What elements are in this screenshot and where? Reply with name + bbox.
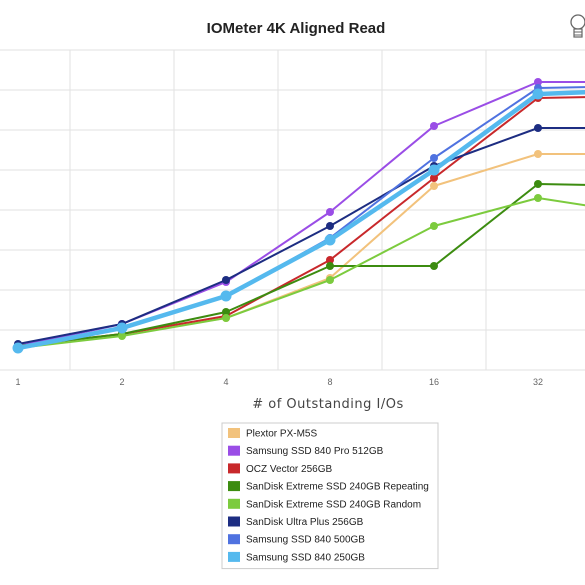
legend-swatch (228, 481, 240, 492)
x-axis-label: # of Outstanding I/Os (252, 397, 404, 412)
data-point (326, 222, 334, 230)
legend-swatch (228, 551, 240, 562)
data-point (534, 78, 542, 86)
legend-swatch (228, 534, 240, 545)
data-point (118, 332, 126, 340)
data-point (430, 222, 438, 230)
legend-label: SanDisk Extreme SSD 240GB Random (246, 499, 421, 510)
series-line (12, 88, 585, 354)
data-point (326, 208, 334, 216)
data-point (534, 150, 542, 158)
series-line (14, 124, 585, 348)
data-point (430, 174, 438, 182)
legend-label: Samsung SSD 840 250GB (246, 552, 365, 563)
data-point (326, 256, 334, 264)
legend-box (221, 422, 439, 570)
x-tick-label: 8 (327, 377, 332, 387)
data-point (12, 342, 24, 354)
data-point (222, 276, 230, 284)
data-point (534, 194, 542, 202)
x-tick-label: 1 (15, 377, 20, 387)
series-line-path (17, 197, 585, 349)
legend-label: SanDisk Ultra Plus 256GB (246, 517, 364, 528)
legend-label: Plextor PX-M5S (246, 429, 317, 440)
legend-label: Samsung SSD 840 500GB (246, 535, 365, 546)
series-line-path (17, 96, 585, 347)
chart-series (12, 78, 585, 354)
legend-label: Samsung SSD 840 Pro 512GB (246, 446, 384, 457)
legend-swatch (228, 428, 240, 438)
data-point (430, 262, 438, 270)
x-tick-label: 16 (429, 377, 439, 387)
data-point (430, 154, 438, 162)
chart-legend: Plextor PX-M5S Samsung SSD 840 Pro 512GB O… (221, 422, 439, 570)
x-tick-label: 32 (533, 377, 543, 387)
data-point (430, 182, 438, 190)
legend-swatch (228, 498, 240, 509)
data-point (222, 314, 230, 322)
data-point (116, 322, 128, 334)
series-line-path (17, 89, 585, 351)
series-line-path (17, 86, 585, 349)
legend-swatch (228, 463, 240, 474)
data-point (532, 88, 544, 100)
data-point (534, 180, 542, 188)
data-point (222, 308, 230, 316)
data-point (534, 124, 542, 132)
legend-label: SanDisk Extreme SSD 240GB Repeating (246, 482, 429, 493)
data-point (326, 262, 334, 270)
x-axis-ticks: 1248163264 (15, 377, 543, 387)
x-tick-label: 2 (119, 377, 124, 387)
x-tick-label: 4 (223, 377, 228, 387)
legend-swatch (228, 445, 240, 456)
data-point (428, 164, 440, 176)
data-point (326, 276, 334, 284)
data-point (324, 234, 336, 246)
chart-title: IOMeter 4K Aligned Read (207, 20, 386, 37)
chart-grid (0, 49, 585, 371)
series-line-path (17, 127, 585, 345)
lightbulb-icon (570, 14, 585, 38)
legend-swatch (228, 516, 240, 527)
series-line (14, 94, 585, 350)
data-point (430, 122, 438, 130)
data-point (220, 290, 232, 302)
series-line (14, 180, 585, 350)
legend-label: OCZ Vector 256GB (246, 464, 332, 475)
